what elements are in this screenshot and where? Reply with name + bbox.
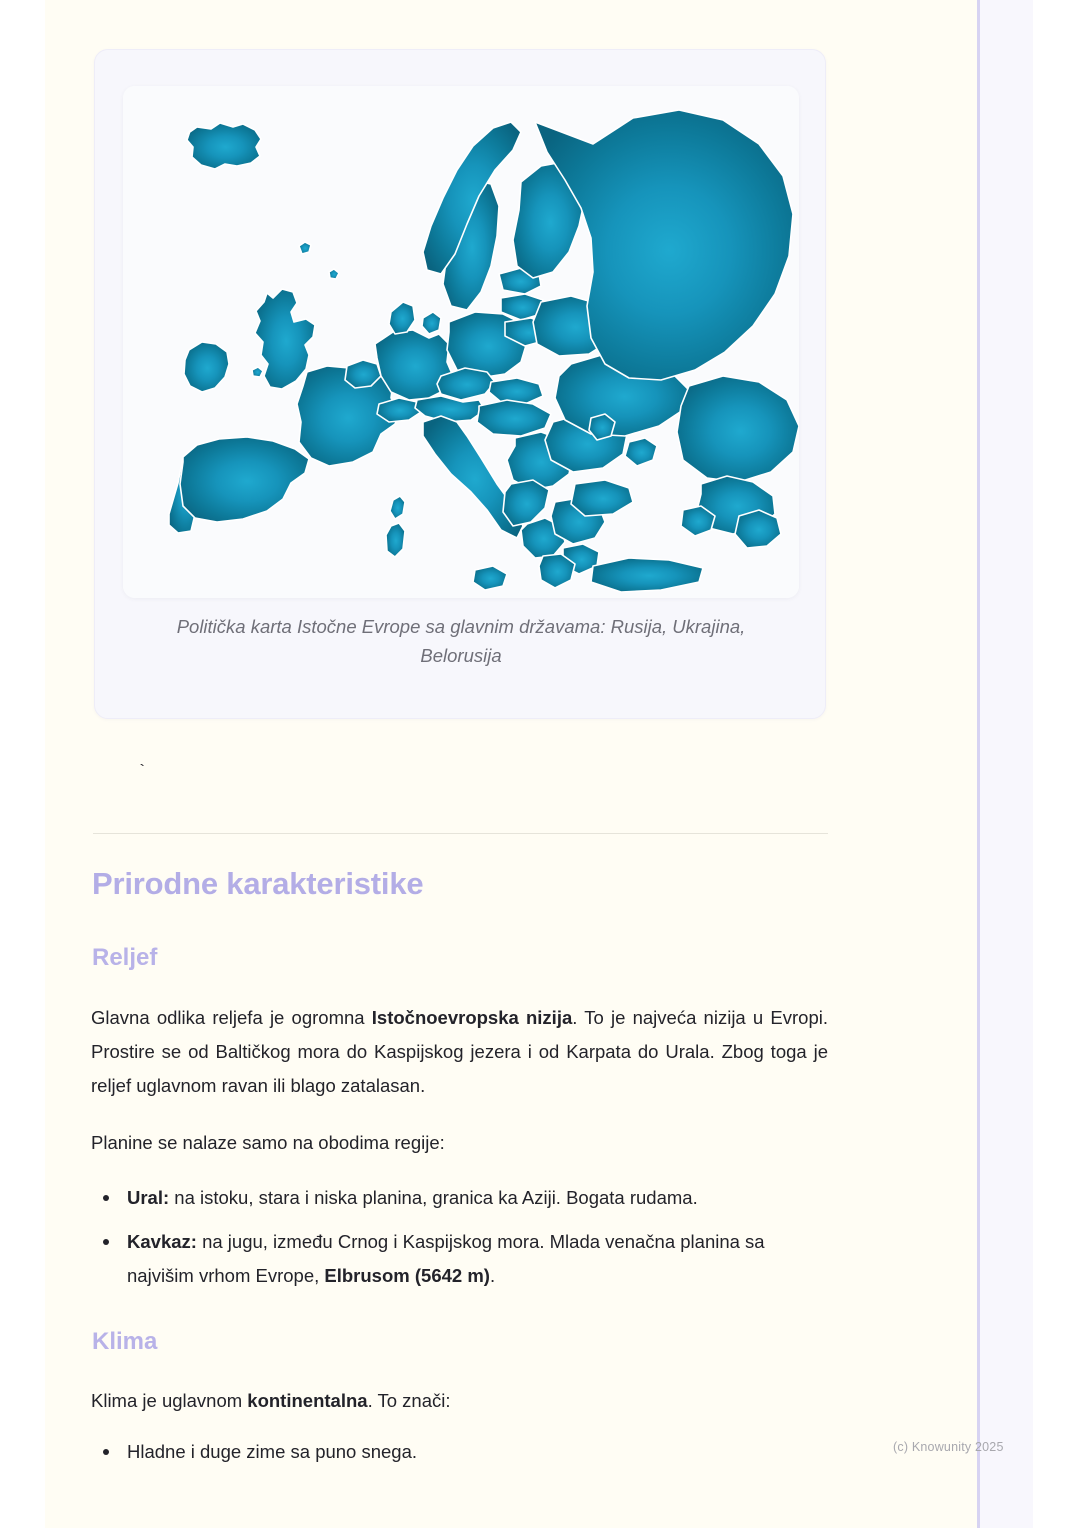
paragraph-reljef-1: Glavna odlika reljefa je ogromna Istočno…: [91, 1001, 828, 1103]
section-heading-klima: Klima: [92, 1328, 158, 1355]
europe-map-icon: [123, 86, 799, 598]
text-run: na istoku, stara i niska planina, granic…: [169, 1187, 698, 1208]
list-item: Kavkaz: na jugu, između Crnog i Kaspijsk…: [91, 1225, 828, 1293]
list-item: Ural: na istoku, stara i niska planina, …: [91, 1181, 828, 1215]
right-accent-rail: [977, 0, 1033, 1528]
right-outer-margin: [1033, 0, 1080, 1528]
document-content: Politička karta Istočne Evrope sa glavni…: [45, 0, 980, 1528]
copyright-watermark: (c) Knowunity 2025: [893, 1440, 1004, 1454]
bullet-label-kavkaz: Kavkaz:: [127, 1231, 197, 1252]
paragraph-klima-1: Klima je uglavnom kontinentalna. To znač…: [91, 1384, 828, 1418]
section-divider: [93, 833, 828, 834]
bold-term-nizija: Istočnoevropska nizija: [371, 1007, 573, 1028]
list-reljef-mountains: Ural: na istoku, stara i niska planina, …: [91, 1181, 828, 1303]
text-run: . To znači:: [367, 1390, 451, 1411]
figure-card: Politička karta Istočne Evrope sa glavni…: [94, 49, 826, 719]
text-run: Hladne i duge zime sa puno snega.: [127, 1441, 418, 1462]
text-run: . To je najveća nizija u Evropi. Prostir…: [91, 1007, 828, 1096]
bullet-dot-icon: [103, 1195, 109, 1201]
text-run: Glavna odlika reljefa je ogromna: [91, 1007, 372, 1028]
list-klima: Hladne i duge zime sa puno snega.: [91, 1435, 828, 1479]
stray-code-tick: `: [137, 763, 148, 782]
paragraph-reljef-2: Planine se nalaze samo na obodima regije…: [91, 1132, 445, 1153]
bullet-dot-icon: [103, 1449, 109, 1455]
bullet-dot-icon: [103, 1239, 109, 1245]
section-heading-reljef: Reljef: [92, 944, 158, 971]
map-image-frame: [123, 86, 799, 598]
list-item: Hladne i duge zime sa puno snega.: [91, 1435, 828, 1469]
text-run: Klima je uglavnom: [91, 1390, 248, 1411]
text-run: .: [489, 1265, 496, 1286]
text-run: na jugu, između Crnog i Kaspijskog mora.…: [127, 1231, 765, 1286]
figure-caption: Politička karta Istočne Evrope sa glavni…: [176, 616, 746, 666]
bold-term-kontinentalna: kontinentalna: [247, 1390, 368, 1411]
bullet-label-ural: Ural:: [127, 1187, 170, 1208]
bold-term-elbrus: Elbrusom (5642 m): [324, 1265, 490, 1286]
page-title: Prirodne karakteristike: [92, 866, 424, 901]
